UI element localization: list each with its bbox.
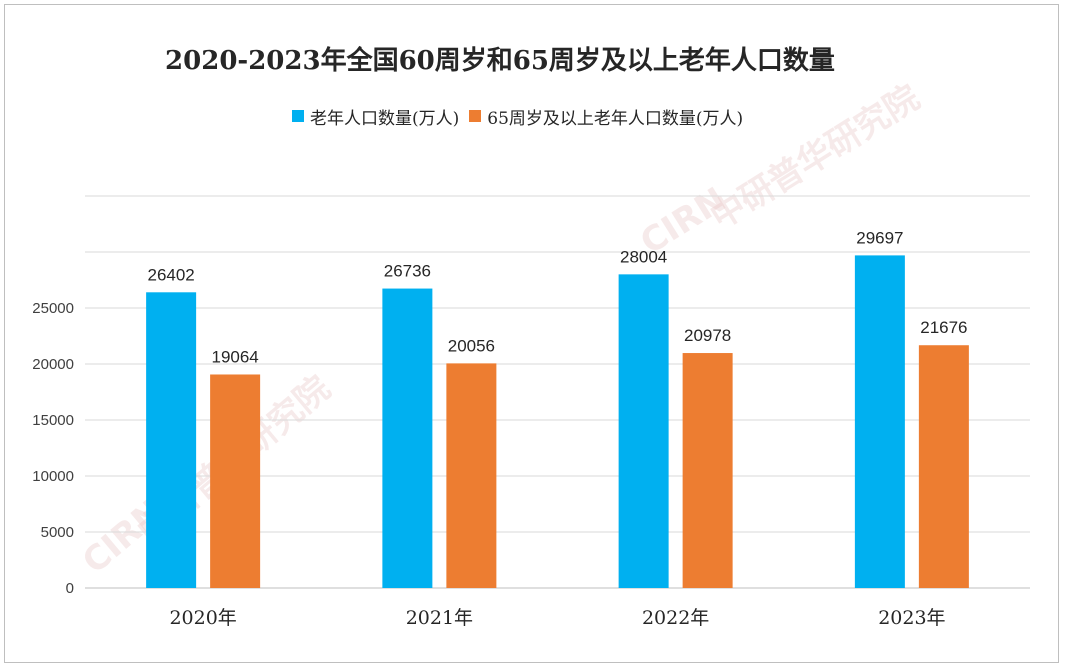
bar-1-4 — [854, 255, 905, 588]
legend-label-series-2: 65周岁及以上老年人口数量(万人) — [487, 108, 744, 129]
x-category-label: 2021年 — [406, 607, 473, 629]
y-tick-label: 5000 — [41, 524, 74, 541]
legend-item-series-1: 老年人口数量(万人) — [292, 104, 459, 129]
bar-1-3 — [618, 274, 669, 588]
legend-swatch-series-1 — [292, 110, 304, 122]
watermark-brand-1: 中研普华研究院 — [704, 78, 927, 238]
data-label: 26736 — [384, 262, 431, 281]
y-tick-label: 0 — [66, 580, 74, 597]
bar-2-2 — [446, 363, 497, 588]
bar-2-3 — [682, 353, 733, 588]
chart-legend: 老年人口数量(万人) 65周岁及以上老年人口数量(万人) — [292, 104, 743, 129]
legend-item-series-2: 65周岁及以上老年人口数量(万人) — [469, 104, 743, 129]
category-labels: 2020年 2021年 2022年 2023年 — [169, 607, 945, 629]
y-tick-label: 25000 — [32, 300, 74, 317]
bar-1-1 — [146, 292, 197, 588]
bars — [146, 255, 969, 588]
x-category-label: 2022年 — [642, 607, 709, 629]
data-label: 19064 — [211, 347, 258, 366]
x-category-label: 2023年 — [878, 607, 945, 629]
data-label: 21676 — [920, 318, 967, 337]
y-axis-ticks: 0 5000 10000 15000 20000 25000 — [32, 300, 74, 597]
legend-label-series-1: 老年人口数量(万人) — [310, 108, 460, 129]
data-label: 20056 — [448, 336, 495, 355]
bar-2-1 — [210, 374, 261, 588]
data-label: 20978 — [684, 326, 731, 345]
legend-swatch-series-2 — [469, 110, 482, 122]
data-label: 29697 — [856, 228, 903, 247]
x-category-label: 2020年 — [169, 607, 236, 629]
y-tick-label: 20000 — [32, 356, 74, 373]
bar-1-2 — [382, 288, 433, 588]
chart-title: 2020-2023年全国60周岁和65周岁及以上老年人口数量 — [165, 46, 835, 76]
y-tick-label: 10000 — [32, 468, 74, 485]
watermark: CIRN 中研普华研究院 CIRN 中研普华研究院 — [75, 78, 927, 582]
y-tick-label: 15000 — [32, 412, 74, 429]
data-label: 26402 — [147, 265, 194, 284]
bar-2-4 — [918, 345, 969, 588]
data-label: 28004 — [620, 247, 667, 266]
data-labels: 26402 19064 26736 20056 28004 20978 29697 21676 — [147, 228, 967, 366]
